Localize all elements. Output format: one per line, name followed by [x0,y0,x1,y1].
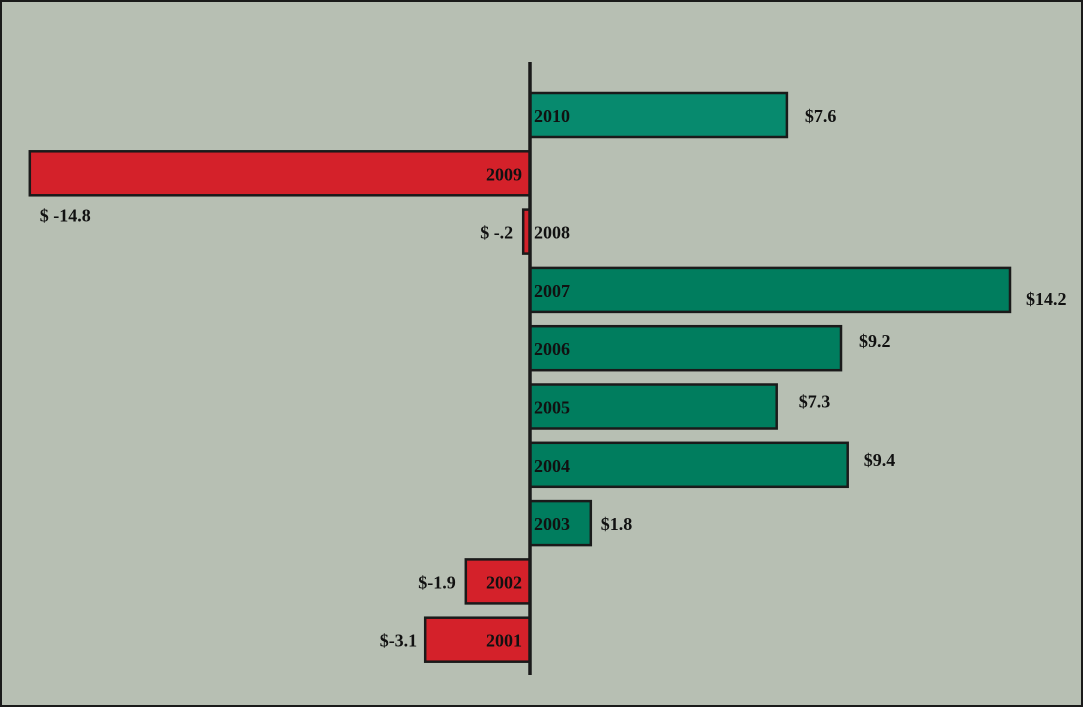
category-label-2004: 2004 [534,456,570,476]
value-label-2007: $14.2 [1026,289,1067,309]
bar-2004 [528,441,849,489]
value-label-2003: $1.8 [601,514,633,534]
bar-2010 [528,91,789,139]
bar-2009 [28,150,532,197]
bar-2001 [423,616,532,663]
value-label-2001: $-3.1 [380,631,418,651]
value-label-2009: $ -14.8 [40,205,91,225]
bar-2003 [528,499,593,547]
category-label-2007: 2007 [534,281,570,301]
bar-2007 [528,266,1012,314]
category-label-2001: 2001 [486,631,522,651]
labels-layer: 2010 $7.6 2009 $ -14.8 2008 $ -.2 2007 $14.2 200… [40,106,1067,651]
category-label-2010: 2010 [534,106,570,126]
category-label-2002: 2002 [486,572,522,592]
category-label-2005: 2005 [534,398,570,418]
value-label-2004: $9.4 [864,450,896,470]
category-label-2009: 2009 [486,164,522,184]
value-label-2006: $9.2 [859,331,891,351]
value-label-2002: $-1.9 [418,572,456,592]
category-label-2006: 2006 [534,339,570,359]
bar-2006 [528,324,843,372]
value-label-2005: $7.3 [799,392,831,412]
bar-2002 [464,558,532,605]
bars-layer [28,91,1012,663]
value-label-2010: $7.6 [805,106,837,126]
category-label-2003: 2003 [534,514,570,534]
value-label-2008: $ -.2 [480,223,513,243]
category-label-2008: 2008 [534,223,570,243]
